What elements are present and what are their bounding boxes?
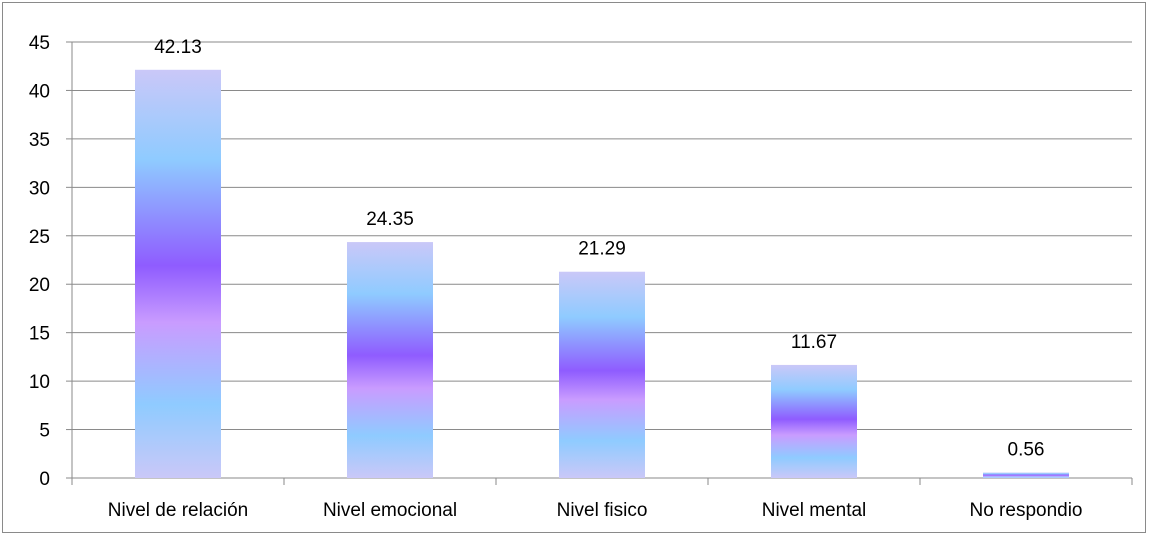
y-tick-label: 20 <box>29 275 50 296</box>
bar <box>771 364 857 478</box>
y-tick-label: 45 <box>29 33 50 54</box>
y-tick-label: 40 <box>29 81 50 102</box>
bars <box>135 69 1069 478</box>
x-category-label: Nivel emocional <box>323 500 457 521</box>
bar <box>135 69 221 478</box>
x-category-label: Nivel mental <box>762 500 867 521</box>
y-tick-label: 0 <box>39 469 50 490</box>
x-category-label: No respondio <box>969 500 1082 521</box>
y-tick-label: 10 <box>29 372 50 393</box>
bar <box>347 242 433 478</box>
data-label: 21.29 <box>578 239 626 260</box>
bar <box>559 271 645 478</box>
labels: 42.13 Nivel de relación 24.35 Nivel emocion… <box>108 37 1083 521</box>
y-tick-label: 25 <box>29 227 50 248</box>
gridlines <box>72 41 1132 431</box>
y-tick-label: 15 <box>29 324 50 345</box>
y-tick-label: 30 <box>29 178 50 199</box>
y-tick-label: 35 <box>29 130 50 151</box>
data-label: 24.35 <box>366 209 414 230</box>
bar <box>983 472 1069 478</box>
y-tick-label: 5 <box>39 421 50 442</box>
data-label: 0.56 <box>1008 440 1045 461</box>
x-category-label: Nivel de relación <box>108 500 248 521</box>
data-label: 11.67 <box>791 332 837 353</box>
x-category-label: Nivel fisico <box>557 500 648 521</box>
data-label: 42.13 <box>154 37 202 58</box>
